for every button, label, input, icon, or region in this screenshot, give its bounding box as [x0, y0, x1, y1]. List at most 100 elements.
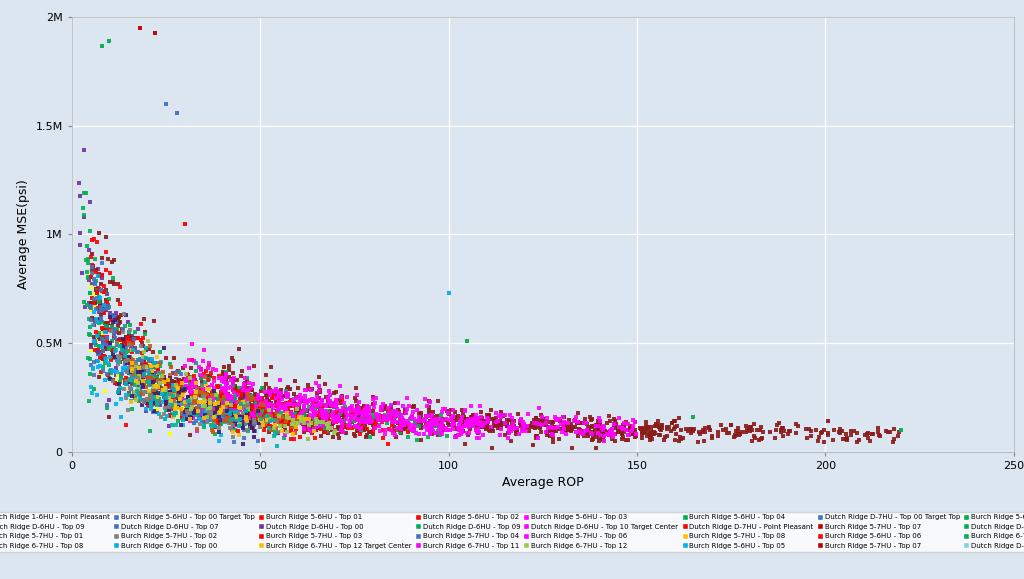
Point	[172, 404, 188, 413]
Point	[423, 422, 439, 431]
Point	[442, 426, 459, 435]
Y-axis label: Average MSE(psi): Average MSE(psi)	[16, 179, 30, 290]
Point	[92, 301, 109, 310]
Point	[152, 369, 168, 378]
Point	[201, 358, 217, 368]
Point	[177, 395, 194, 404]
Point	[98, 289, 115, 298]
Point	[258, 415, 274, 424]
Point	[592, 418, 608, 427]
Point	[313, 420, 330, 429]
Point	[180, 370, 197, 379]
Point	[187, 405, 204, 414]
Point	[738, 422, 755, 431]
Point	[108, 315, 124, 324]
Point	[205, 365, 221, 374]
Point	[210, 398, 226, 407]
Point	[287, 415, 303, 424]
Point	[482, 423, 499, 432]
Point	[171, 402, 187, 412]
Point	[501, 427, 517, 436]
Point	[656, 432, 673, 441]
Point	[382, 411, 398, 420]
Point	[319, 406, 336, 416]
Point	[410, 405, 426, 415]
Point	[124, 405, 140, 414]
Point	[436, 415, 453, 424]
Point	[113, 412, 129, 422]
Point	[206, 400, 222, 409]
Point	[637, 427, 653, 437]
Point	[191, 387, 208, 397]
Point	[288, 408, 304, 417]
Point	[197, 389, 213, 398]
Point	[605, 433, 622, 442]
Point	[252, 394, 268, 404]
Point	[347, 422, 364, 431]
Point	[92, 361, 109, 371]
Point	[172, 398, 188, 408]
Point	[308, 414, 325, 423]
Point	[103, 345, 120, 354]
Point	[261, 424, 278, 433]
Point	[183, 395, 200, 404]
Point	[283, 412, 299, 421]
Point	[113, 371, 129, 380]
Point	[262, 406, 279, 415]
Point	[177, 400, 194, 409]
Point	[222, 395, 239, 404]
Point	[316, 427, 333, 437]
Point	[276, 430, 293, 439]
Point	[95, 338, 112, 347]
Point	[206, 403, 222, 412]
Point	[161, 422, 177, 431]
Point	[273, 413, 290, 422]
Point	[228, 386, 245, 395]
Point	[501, 415, 517, 424]
Point	[257, 371, 273, 380]
Point	[224, 421, 241, 430]
Point	[311, 405, 328, 415]
Point	[273, 409, 290, 418]
Point	[427, 418, 443, 427]
Point	[151, 409, 167, 419]
Point	[594, 433, 610, 442]
Point	[186, 411, 203, 420]
Point	[307, 408, 324, 417]
Point	[232, 390, 249, 399]
Point	[344, 423, 360, 433]
Point	[330, 412, 346, 421]
Point	[104, 345, 121, 354]
Point	[95, 332, 112, 342]
Point	[532, 411, 549, 420]
Point	[223, 404, 240, 413]
Point	[859, 429, 876, 438]
Point	[200, 394, 216, 403]
Point	[116, 344, 132, 353]
Point	[332, 410, 348, 419]
Point	[384, 420, 400, 429]
Point	[135, 382, 152, 391]
Point	[216, 408, 232, 417]
Point	[114, 335, 130, 345]
Point	[754, 433, 770, 442]
Point	[180, 397, 197, 406]
Point	[522, 422, 539, 431]
Point	[188, 404, 205, 413]
Point	[671, 414, 687, 423]
Point	[357, 404, 374, 413]
Point	[105, 324, 122, 334]
Point	[642, 431, 658, 440]
Point	[145, 361, 162, 370]
Point	[258, 404, 274, 413]
Point	[111, 357, 127, 367]
Point	[183, 401, 200, 411]
Point	[184, 411, 201, 420]
Point	[387, 433, 403, 442]
Point	[542, 427, 558, 436]
Point	[833, 428, 849, 437]
Point	[117, 360, 133, 369]
Point	[171, 391, 187, 400]
Point	[200, 372, 216, 381]
Point	[528, 434, 545, 443]
